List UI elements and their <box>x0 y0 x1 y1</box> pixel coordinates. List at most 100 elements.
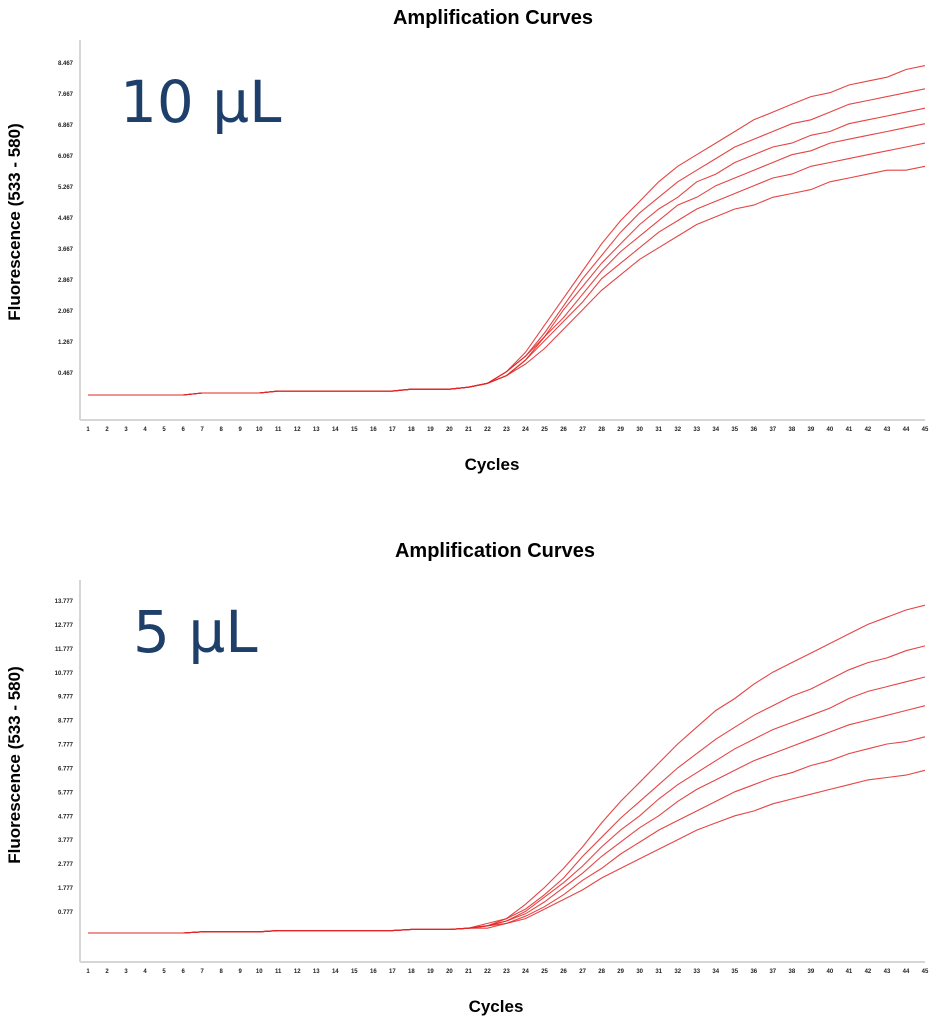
amplification-curve-3 <box>88 123 926 396</box>
y-tick-label: 12.777 <box>55 623 74 629</box>
x-tick-label: 38 <box>788 427 795 433</box>
y-tick-label: 3.777 <box>58 838 74 844</box>
x-tick-label: 35 <box>731 427 738 433</box>
x-tick-label: 23 <box>503 969 510 975</box>
y-tick-label: 0.467 <box>58 371 74 377</box>
x-tick-label: 43 <box>884 427 891 433</box>
amplification-curve-2 <box>88 736 926 934</box>
x-tick-label: 21 <box>465 969 472 975</box>
chart-10ul: Amplification Curves Fluorescence (533 -… <box>5 7 929 474</box>
x-tick-label: 6 <box>181 427 185 433</box>
amplification-curve-1 <box>88 165 926 396</box>
x-tick-label: 27 <box>579 427 586 433</box>
amplification-curve-6 <box>88 65 926 396</box>
x-tick-label: 12 <box>294 427 301 433</box>
x-tick-label: 24 <box>522 969 529 975</box>
x-tick-label: 44 <box>903 427 910 433</box>
y-tick-label: 7.667 <box>58 92 74 98</box>
y-tick-label: 0.777 <box>58 910 74 916</box>
x-tick-label: 34 <box>712 427 719 433</box>
x-tick-label: 16 <box>370 427 377 433</box>
x-tick-label: 44 <box>903 969 910 975</box>
x-tick-label: 5 <box>162 969 166 975</box>
y-tick-label: 4.777 <box>58 814 74 820</box>
x-tick-label: 29 <box>617 427 624 433</box>
y-tick-label: 2.867 <box>58 278 74 284</box>
y-tick-label: 6.867 <box>58 123 74 129</box>
x-tick-label: 24 <box>522 427 529 433</box>
x-tick-label: 17 <box>389 969 396 975</box>
x-tick-label: 34 <box>712 969 719 975</box>
x-tick-label: 30 <box>636 427 643 433</box>
x-tick-label: 41 <box>846 427 853 433</box>
x-tick-label: 33 <box>693 969 700 975</box>
y-tick-label: 8.467 <box>58 61 74 67</box>
x-tick-label: 11 <box>275 969 282 975</box>
x-tick-label: 29 <box>617 969 624 975</box>
y-axis-label: Fluorescence (533 - 580) <box>5 666 24 863</box>
x-tick-label: 18 <box>408 969 415 975</box>
amplification-curve-5 <box>88 645 926 934</box>
x-tick-label: 28 <box>598 427 605 433</box>
x-tick-label: 2 <box>105 427 109 433</box>
x-tick-label: 26 <box>560 969 567 975</box>
x-tick-label: 40 <box>827 969 834 975</box>
chart-title: Amplification Curves <box>393 7 593 29</box>
x-tick-label: 45 <box>922 969 929 975</box>
x-tick-label: 13 <box>313 427 320 433</box>
x-tick-label: 1 <box>86 427 90 433</box>
x-tick-label: 8 <box>219 969 223 975</box>
x-tick-label: 10 <box>256 969 263 975</box>
y-tick-label: 6.067 <box>58 154 74 160</box>
x-tick-label: 1 <box>86 969 90 975</box>
x-tick-label: 36 <box>750 427 757 433</box>
x-tick-label: 39 <box>808 427 815 433</box>
x-tick-label: 9 <box>239 969 243 975</box>
x-tick-label: 7 <box>200 969 204 975</box>
x-tick-label: 38 <box>788 969 795 975</box>
y-tick-label: 5.777 <box>58 790 74 796</box>
x-tick-label: 10 <box>256 427 263 433</box>
x-tick-label: 36 <box>750 969 757 975</box>
x-tick-label: 7 <box>200 427 204 433</box>
amplification-curve-1 <box>88 769 926 934</box>
x-tick-label: 2 <box>105 969 109 975</box>
x-tick-label: 30 <box>636 969 643 975</box>
y-tick-label: 9.777 <box>58 695 74 701</box>
x-axis-label: Cycles <box>465 455 520 474</box>
amplification-curve-4 <box>88 676 926 934</box>
x-tick-label: 23 <box>503 427 510 433</box>
x-tick-label: 43 <box>884 969 891 975</box>
x-tick-label: 9 <box>239 427 243 433</box>
y-tick-label: 8.777 <box>58 719 74 725</box>
x-tick-label: 35 <box>731 969 738 975</box>
x-tick-label: 4 <box>143 969 147 975</box>
x-tick-label: 42 <box>865 427 872 433</box>
y-tick-label: 13.777 <box>55 599 74 605</box>
y-tick-label: 4.467 <box>58 216 74 222</box>
volume-annotation: 10 µL <box>120 68 281 136</box>
x-tick-label: 39 <box>808 969 815 975</box>
x-tick-label: 22 <box>484 969 491 975</box>
x-tick-label: 4 <box>143 427 147 433</box>
amplification-curve-2 <box>88 142 926 396</box>
x-tick-label: 20 <box>446 969 453 975</box>
x-tick-label: 17 <box>389 427 396 433</box>
y-tick-label: 11.777 <box>55 647 74 653</box>
x-tick-label: 26 <box>560 427 567 433</box>
x-tick-label: 27 <box>579 969 586 975</box>
x-axis-label: Cycles <box>469 997 524 1016</box>
x-tick-label: 31 <box>655 969 662 975</box>
x-tick-label: 21 <box>465 427 472 433</box>
x-tick-label: 16 <box>370 969 377 975</box>
x-tick-label: 22 <box>484 427 491 433</box>
x-tick-label: 5 <box>162 427 166 433</box>
x-tick-label: 40 <box>827 427 834 433</box>
x-tick-label: 8 <box>219 427 223 433</box>
amplification-curve-4 <box>88 107 926 396</box>
y-tick-label: 2.777 <box>58 862 74 868</box>
y-tick-label: 1.267 <box>58 340 74 346</box>
chart-5ul: Amplification Curves Fluorescence (533 -… <box>5 540 929 1016</box>
amplification-curve-6 <box>88 604 926 934</box>
